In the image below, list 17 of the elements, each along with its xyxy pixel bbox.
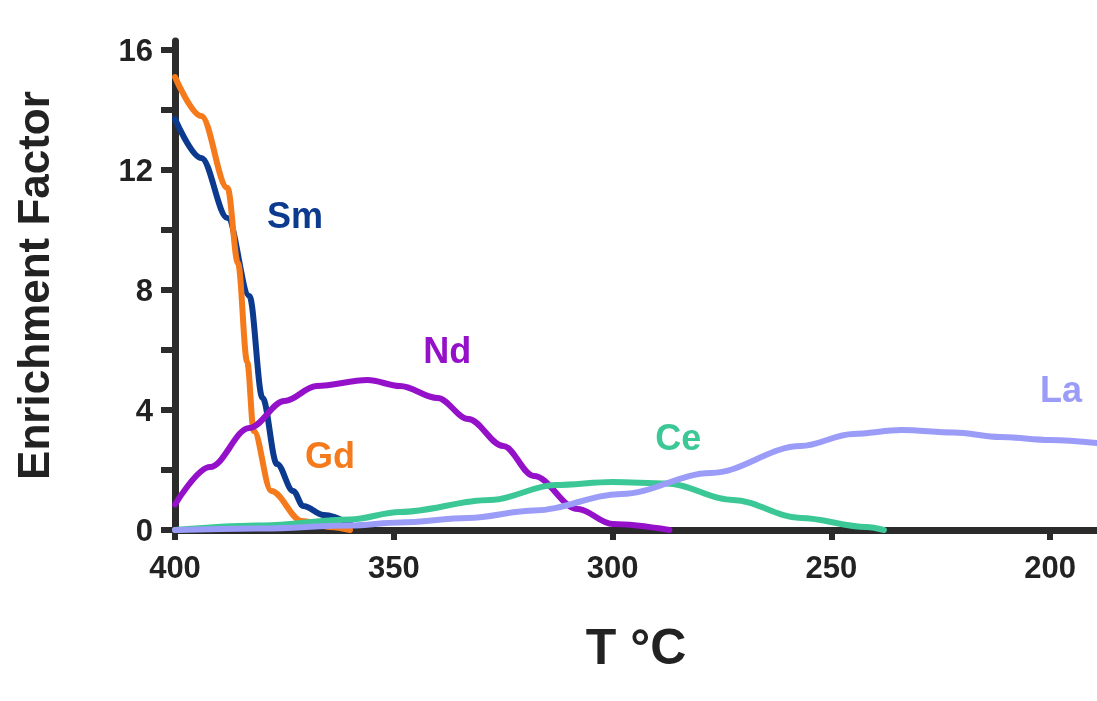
x-tick-label: 400: [149, 550, 201, 585]
x-tick-label: 300: [586, 550, 639, 585]
x-tick-label: 200: [1024, 550, 1077, 585]
series-label: La: [1040, 368, 1084, 410]
series-label: Ce: [655, 416, 702, 458]
y-tick-label: 8: [135, 272, 153, 308]
x-axis-title: T °C: [585, 619, 687, 675]
y-tick-label: 0: [135, 512, 153, 548]
y-tick-label: 4: [135, 392, 154, 428]
x-tick-label: 350: [367, 550, 420, 585]
series-label: Sm: [266, 194, 323, 236]
x-tick-label: 250: [805, 550, 858, 585]
y-tick-label: 12: [118, 152, 153, 188]
y-axis-title: Enrichment Factor: [8, 91, 58, 480]
series-label: Gd: [304, 434, 355, 476]
y-tick-label: 16: [118, 32, 153, 68]
series-label: Nd: [423, 329, 472, 371]
